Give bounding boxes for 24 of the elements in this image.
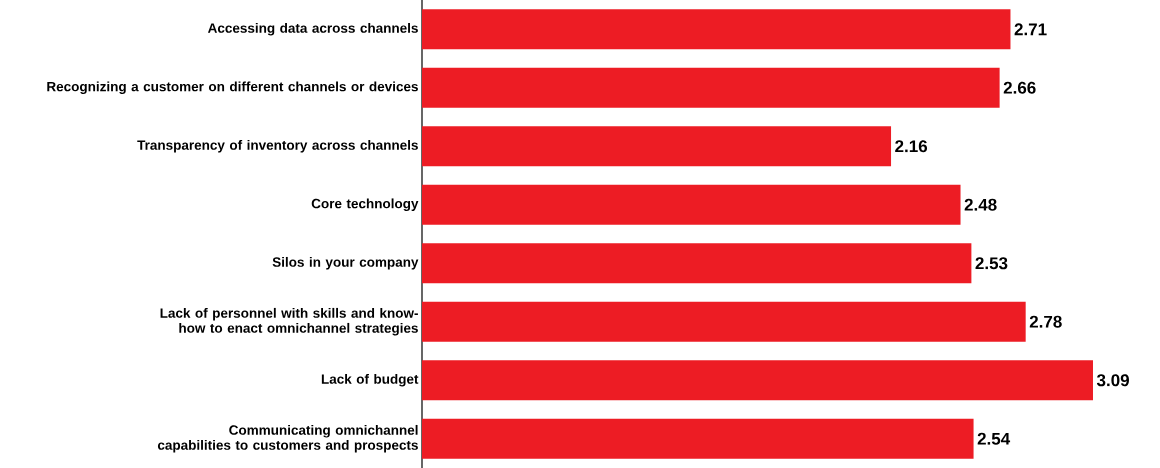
y-tick-label: Recognizing a customer on different channels or devices: [47, 81, 418, 95]
bar: [422, 67, 1000, 108]
y-tick-label: Lack of personnel with skills and know-how to enact omnichannel strategies: [160, 307, 418, 336]
bar: [422, 243, 972, 284]
data-label: 2.16: [895, 140, 928, 153]
data-label: 3.09: [1096, 374, 1129, 387]
y-tick-label: Accessing data across channels: [207, 22, 418, 36]
y-tick-label: Lack of budget: [321, 373, 419, 387]
bar: [422, 126, 892, 167]
y-tick-label: Transparency of inventory across channels: [137, 139, 418, 153]
bar: [422, 184, 961, 225]
data-label: 2.78: [1029, 315, 1062, 328]
bar: [422, 418, 974, 459]
data-label: 2.71: [1014, 23, 1047, 36]
data-label: 2.66: [1003, 81, 1036, 94]
y-tick-label: Silos in your company: [272, 256, 419, 270]
bar: [422, 360, 1093, 401]
y-tick-label: Core technology: [311, 198, 419, 212]
data-label: 2.53: [975, 257, 1008, 270]
data-label: 2.54: [977, 432, 1011, 445]
bar: [422, 9, 1011, 50]
y-tick-label: Communicating omnichannel capabilities to customers and prospects: [157, 424, 418, 453]
data-label: 2.48: [964, 198, 997, 211]
bar: [422, 301, 1026, 342]
